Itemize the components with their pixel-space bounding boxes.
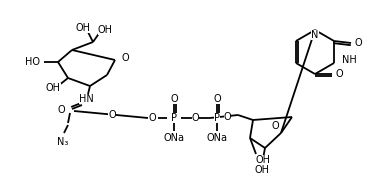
Text: OH: OH	[75, 23, 91, 33]
Text: O: O	[213, 94, 221, 104]
Text: OH: OH	[45, 83, 61, 93]
Text: O: O	[224, 111, 231, 121]
Text: O: O	[335, 69, 343, 79]
Text: O: O	[271, 121, 279, 131]
Text: O: O	[354, 38, 362, 48]
Text: N₃: N₃	[57, 137, 69, 147]
Text: OH: OH	[255, 165, 269, 175]
Text: ONa: ONa	[163, 133, 185, 143]
Text: NH: NH	[342, 55, 357, 65]
Text: HO: HO	[25, 57, 40, 67]
Text: O: O	[192, 113, 199, 123]
Text: OH: OH	[97, 25, 113, 35]
Text: HN: HN	[78, 94, 93, 104]
Text: OH: OH	[255, 155, 271, 165]
Text: O: O	[170, 94, 178, 104]
Text: N: N	[311, 30, 319, 40]
Text: P: P	[214, 113, 220, 123]
Text: P: P	[171, 113, 177, 123]
Text: O: O	[148, 113, 156, 123]
Text: O: O	[57, 105, 65, 115]
Text: O: O	[108, 111, 116, 121]
Text: ONa: ONa	[207, 133, 227, 143]
Text: O: O	[122, 53, 130, 63]
